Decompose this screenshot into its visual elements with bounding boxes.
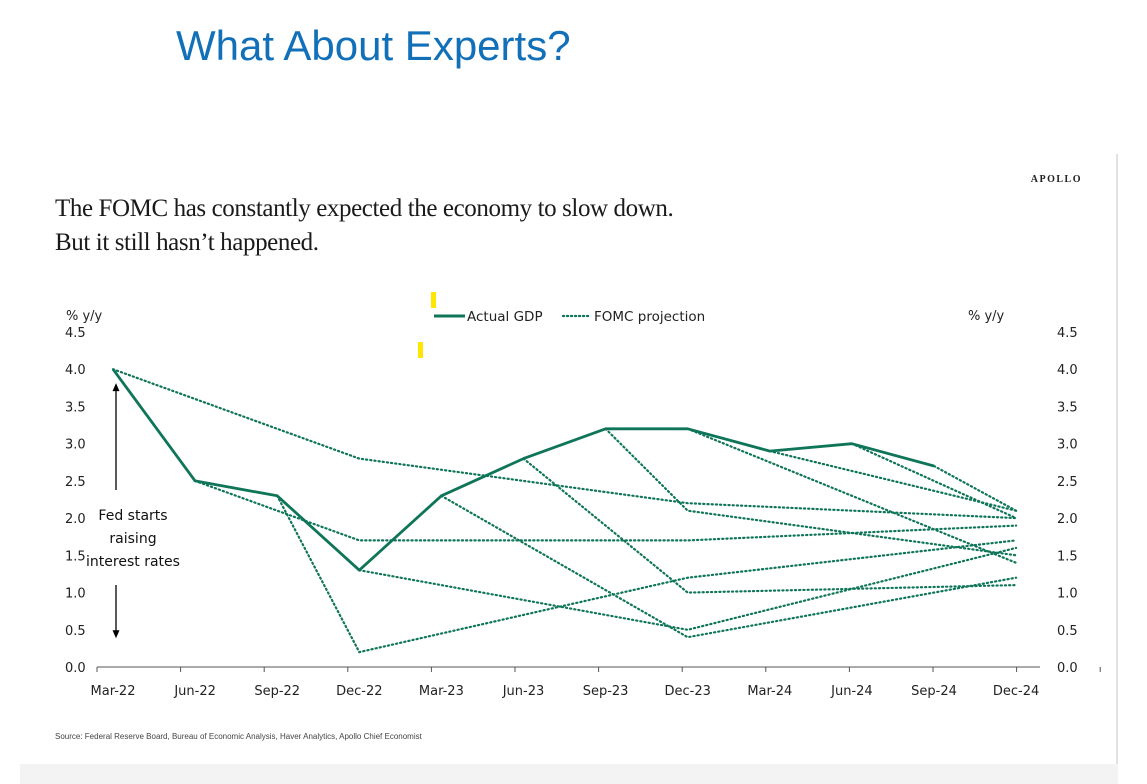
y-tick-label-right: 2.5 — [1057, 475, 1078, 490]
x-tick-label: Jun-22 — [173, 684, 216, 699]
x-tick-label: Dec-22 — [336, 684, 382, 699]
x-tick-label: Sep-22 — [254, 684, 300, 699]
y-tick-label-left: 1.0 — [65, 587, 86, 602]
y-axis-left-unit: % y/y — [66, 309, 103, 324]
actual-gdp-line — [111, 368, 935, 572]
y-tick-label-right: 2.0 — [1057, 512, 1078, 527]
y-tick-label-left: 3.0 — [65, 438, 86, 453]
headline-line-1: The FOMC has constantly expected the eco… — [55, 195, 674, 222]
y-tick-label-right: 0.5 — [1057, 624, 1078, 639]
fomc-projection-line — [522, 457, 1018, 594]
x-tick-label: Mar-24 — [747, 684, 792, 699]
legend-label-actual: Actual GDP — [467, 309, 543, 325]
x-tick-label: Dec-24 — [993, 684, 1039, 699]
x-tick-label: Jun-24 — [830, 684, 873, 699]
y-tick-label-right: 1.0 — [1057, 587, 1078, 602]
highlight-marker — [431, 292, 436, 308]
y-tick-label-left: 1.5 — [65, 549, 86, 564]
fomc-projection-line — [932, 464, 1018, 512]
arrow-down-icon — [112, 630, 120, 639]
fomc-projection-line — [276, 494, 1018, 654]
arrow-up-icon — [112, 383, 120, 392]
annotation-text-line: raising — [109, 531, 156, 547]
y-axis-right-unit: % y/y — [968, 309, 1005, 324]
legend-label-projection: FOMC projection — [594, 309, 705, 325]
chart-panel: APOLLO The FOMC has constantly expected … — [20, 154, 1118, 764]
x-tick-label: Mar-23 — [419, 684, 464, 699]
x-tick-label: Sep-24 — [911, 684, 957, 699]
x-tick-labels: Mar-22 Jun-22 Sep-22 Dec-22 Mar-23 Jun-23 Sep-… — [91, 684, 1040, 699]
y-tick-label-right: 0.0 — [1057, 661, 1078, 676]
y-tick-label-right: 3.5 — [1057, 400, 1078, 415]
y-axis-right-labels: 0.0 0.5 1.0 1.5 2.0 2.5 3.0 3.5 4.0 4.5 — [1057, 326, 1078, 676]
y-tick-label-left: 2.5 — [65, 475, 86, 490]
y-axis-left-labels: 0.0 0.5 1.0 1.5 2.0 2.5 3.0 3.5 4.0 4.5 — [65, 326, 86, 676]
fomc-projection-line — [358, 546, 1018, 631]
slide-title: What About Experts? — [176, 22, 571, 69]
y-tick-label-left: 0.0 — [65, 661, 86, 676]
fomc-projection-line — [686, 427, 1018, 564]
legend: Actual GDP FOMC projection — [418, 292, 705, 358]
annotation-text-line: Fed starts — [98, 508, 167, 524]
x-tick-label: Mar-22 — [91, 684, 136, 699]
y-tick-label-left: 4.0 — [65, 363, 86, 378]
fomc-projection-line — [850, 442, 1018, 520]
y-tick-label-left: 0.5 — [65, 624, 86, 639]
chart-headline: The FOMC has constantly expected the eco… — [55, 192, 674, 260]
fomc-projection-line — [440, 494, 1018, 639]
brand-logo: APOLLO — [1030, 174, 1082, 185]
annotation-text-line: interest rates — [86, 554, 180, 570]
y-tick-label-left: 4.5 — [65, 326, 86, 341]
y-tick-label-left: 3.5 — [65, 400, 86, 415]
axes: Mar-22 Jun-22 Sep-22 Dec-22 Mar-23 Jun-23 Sep-… — [65, 309, 1101, 699]
x-tick-label: Dec-23 — [665, 684, 711, 699]
x-tick-label: Sep-23 — [583, 684, 629, 699]
annotation: Fed starts raising interest rates — [86, 383, 180, 639]
y-tick-label-right: 3.0 — [1057, 438, 1078, 453]
fomc-projection-line — [768, 450, 1018, 512]
projection-series — [111, 368, 1018, 654]
source-note: Source: Federal Reserve Board, Bureau of… — [55, 732, 422, 741]
headline-line-2: But it still hasn’t happened. — [55, 229, 319, 256]
fomc-projection-line — [604, 427, 1018, 557]
actual-series — [111, 368, 935, 572]
bottom-strip — [20, 764, 1118, 784]
y-tick-label-right: 4.5 — [1057, 326, 1078, 341]
x-ticks — [96, 667, 1101, 672]
fomc-projection-line — [111, 368, 1018, 520]
y-tick-label-right: 1.5 — [1057, 549, 1078, 564]
y-tick-label-left: 2.0 — [65, 512, 86, 527]
x-tick-label: Jun-23 — [502, 684, 545, 699]
y-tick-label-right: 4.0 — [1057, 363, 1078, 378]
highlight-marker — [418, 342, 423, 358]
